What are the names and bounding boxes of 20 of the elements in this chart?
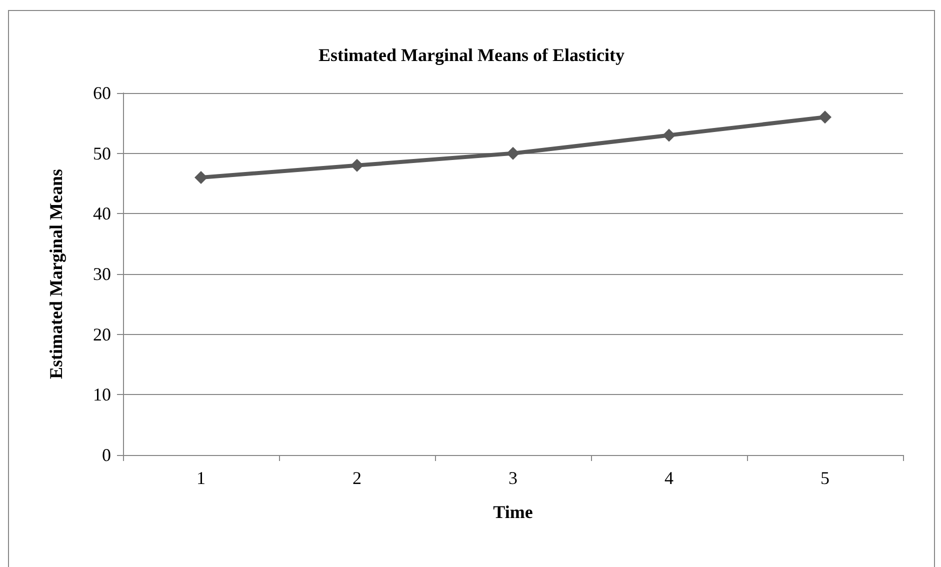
point bbox=[194, 170, 208, 184]
point bbox=[662, 128, 676, 142]
chart-title: Estimated Marginal Means of Elasticity bbox=[318, 45, 624, 65]
y-tick-label: 10 bbox=[93, 384, 111, 405]
y-tick-label: 60 bbox=[93, 83, 111, 103]
y-tick-label: 20 bbox=[93, 324, 111, 344]
x-tick-label: 4 bbox=[664, 468, 674, 488]
x-tick-label: 2 bbox=[352, 468, 362, 488]
x-tick-label: 1 bbox=[196, 468, 206, 488]
y-tick-label: 50 bbox=[93, 143, 111, 164]
x-tick-label: 5 bbox=[820, 468, 830, 488]
y-tick-label: 0 bbox=[102, 445, 111, 465]
point bbox=[506, 146, 520, 160]
y-tick-label: 40 bbox=[93, 204, 111, 224]
x-tick-label: 3 bbox=[508, 468, 518, 488]
y-axis-title: Estimated Marginal Means bbox=[46, 169, 66, 379]
point bbox=[350, 158, 364, 172]
y-tick-label: 30 bbox=[93, 264, 111, 284]
point bbox=[818, 110, 832, 124]
x-axis-title: Time bbox=[493, 502, 533, 522]
